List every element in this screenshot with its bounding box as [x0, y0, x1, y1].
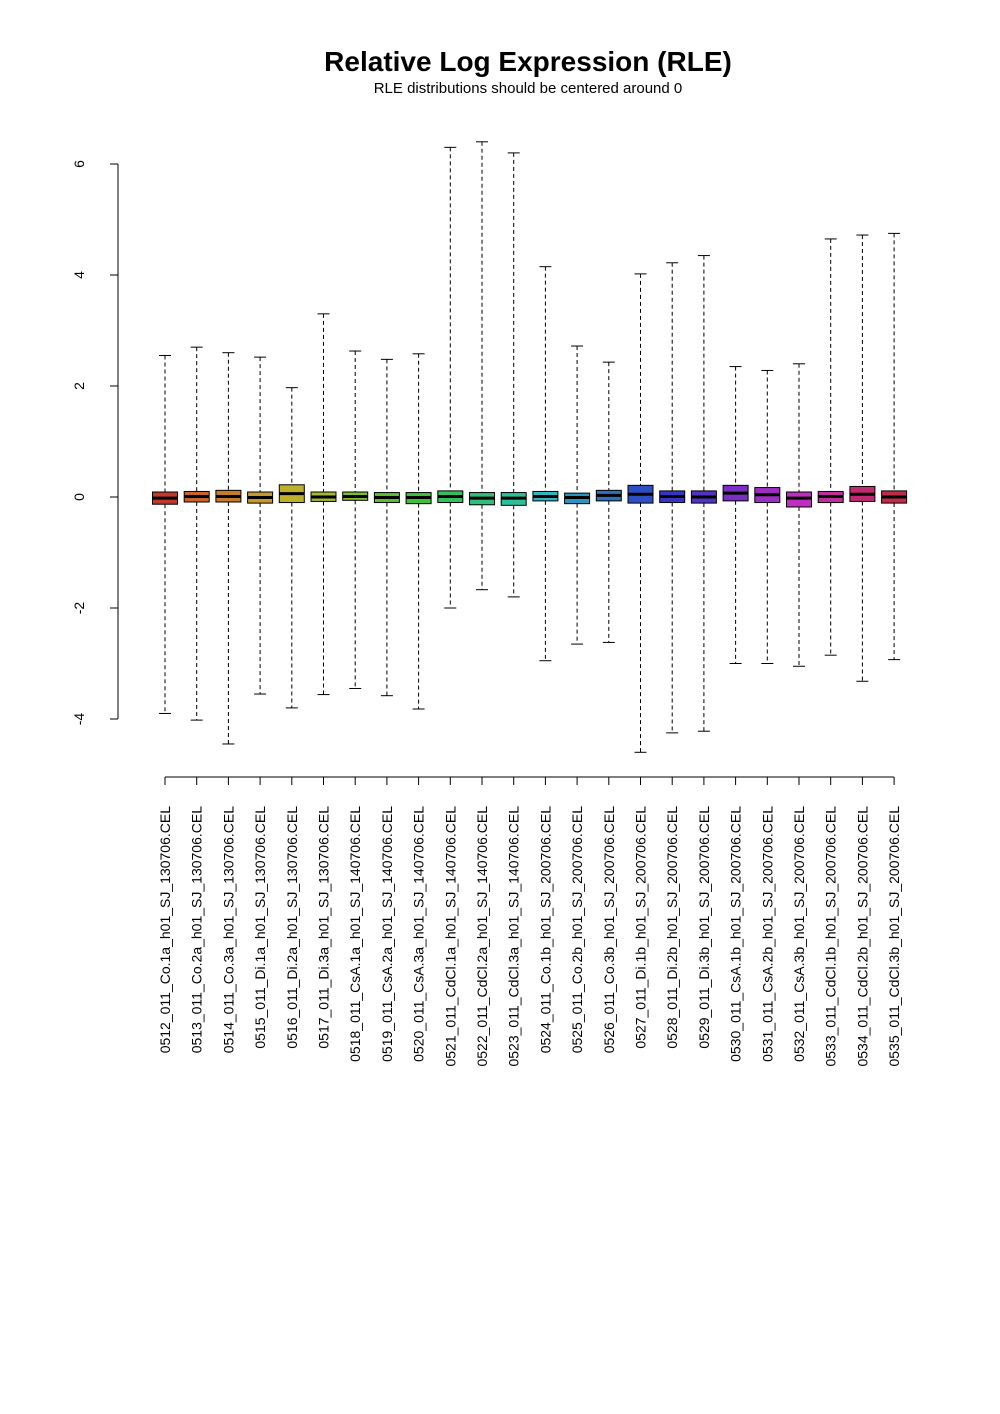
- x-category-label: 0512_011_Co.1a_h01_SJ_130706.CEL: [157, 806, 173, 1054]
- x-category-label: 0535_011_CdCl.3b_h01_SJ_200706.CEL: [886, 806, 902, 1067]
- boxplot-item: [722, 366, 749, 664]
- boxplot-item: [595, 361, 622, 643]
- boxplot-item: [627, 273, 654, 753]
- box-series: [152, 141, 908, 753]
- boxplot-item: [152, 354, 178, 714]
- boxplot-item: [310, 313, 337, 696]
- y-tick-label: 6: [71, 160, 87, 168]
- x-category-label: 0532_011_CsA.3b_h01_SJ_200706.CEL: [791, 806, 807, 1062]
- x-category-label: 0521_011_CdCl.1a_h01_SJ_140706.CEL: [442, 806, 458, 1067]
- x-category-label: 0531_011_CsA.2b_h01_SJ_200706.CEL: [759, 806, 775, 1062]
- x-category-label: 0516_011_Di.2a_h01_SJ_130706.CEL: [284, 806, 300, 1049]
- x-category-label: 0517_011_Di.3a_h01_SJ_130706.CEL: [316, 806, 332, 1049]
- boxplot-item: [500, 152, 527, 598]
- x-axis: 0512_011_Co.1a_h01_SJ_130706.CEL 0513_011…: [157, 776, 902, 1067]
- x-category-label: 0513_011_Co.2a_h01_SJ_130706.CEL: [189, 806, 205, 1054]
- boxplot-item: [183, 346, 210, 721]
- chart-title: Relative Log Expression (RLE): [324, 46, 732, 77]
- x-category-label: 0528_011_Di.2b_h01_SJ_200706.CEL: [664, 806, 680, 1049]
- x-category-label: 0525_011_Co.2b_h01_SJ_200706.CEL: [569, 806, 585, 1054]
- x-category-label: 0523_011_CdCl.3a_h01_SJ_140706.CEL: [506, 806, 522, 1067]
- x-category-label: 0515_011_Di.1a_h01_SJ_130706.CEL: [252, 806, 268, 1049]
- x-category-label: 0534_011_CdCl.2b_h01_SJ_200706.CEL: [854, 806, 870, 1067]
- boxplot-item: [817, 238, 844, 656]
- y-tick-label: 4: [71, 271, 87, 279]
- x-category-label: 0524_011_Co.1b_h01_SJ_200706.CEL: [537, 806, 553, 1054]
- boxplot-item: [754, 369, 781, 664]
- x-category-label: 0522_011_CdCl.2a_h01_SJ_140706.CEL: [474, 806, 490, 1067]
- chart-subtitle: RLE distributions should be centered aro…: [374, 80, 683, 97]
- y-axis: -4 -2 0 2 4 6: [71, 160, 119, 726]
- boxplot-item: [532, 266, 559, 662]
- boxplot-item: [373, 358, 400, 697]
- boxplot-item: [437, 146, 464, 609]
- y-tick-label: -2: [71, 602, 87, 615]
- x-category-label: 0533_011_CdCl.1b_h01_SJ_200706.CEL: [823, 806, 839, 1067]
- x-category-label: 0520_011_CsA.3a_h01_SJ_140706.CEL: [411, 806, 427, 1062]
- y-tick-label: 2: [71, 382, 87, 390]
- boxplot-item: [881, 232, 908, 661]
- boxplot-item: [405, 353, 432, 710]
- boxplot-item: [247, 356, 274, 695]
- x-category-label: 0530_011_CsA.1b_h01_SJ_200706.CEL: [728, 806, 744, 1062]
- x-category-label: 0519_011_CsA.2a_h01_SJ_140706.CEL: [379, 806, 395, 1062]
- boxplot-item: [849, 234, 876, 682]
- boxplot-item: [690, 255, 717, 732]
- y-tick-label: -4: [71, 713, 87, 726]
- y-tick-label: 0: [71, 493, 87, 501]
- x-category-label: 0527_011_Di.1b_h01_SJ_200706.CEL: [633, 806, 649, 1049]
- boxplot-item: [278, 387, 305, 709]
- boxplot-item: [342, 350, 369, 689]
- boxplot-item: [215, 352, 242, 745]
- boxplot-item: [786, 363, 812, 667]
- boxplot-item: [469, 141, 495, 591]
- x-category-label: 0529_011_Di.3b_h01_SJ_200706.CEL: [696, 806, 712, 1049]
- x-category-label: 0526_011_Co.3b_h01_SJ_200706.CEL: [601, 806, 617, 1054]
- boxplot-item: [564, 345, 591, 645]
- x-category-label: 0514_011_Co.3a_h01_SJ_130706.CEL: [220, 806, 236, 1054]
- x-category-label: 0518_011_CsA.1a_h01_SJ_140706.CEL: [347, 806, 363, 1062]
- boxplot-item: [659, 262, 686, 734]
